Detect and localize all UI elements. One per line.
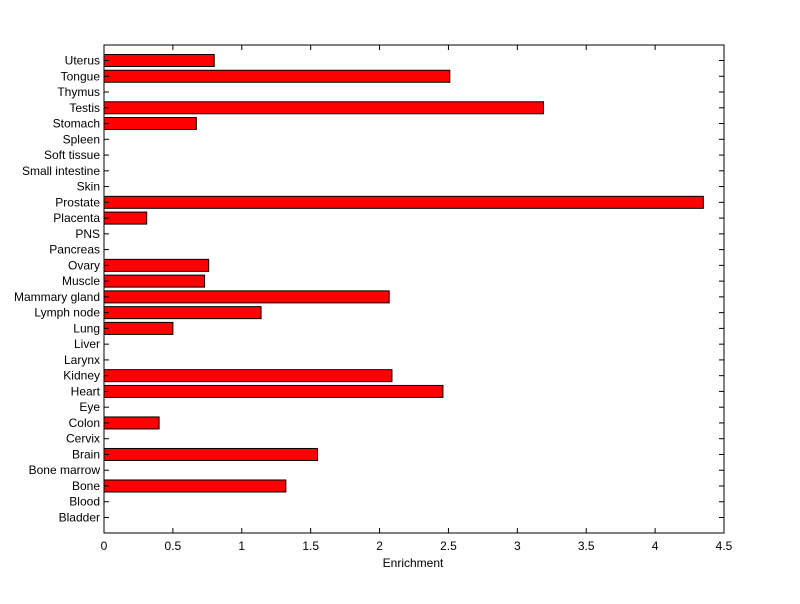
y-tick-label-brain: Brain bbox=[72, 447, 100, 461]
y-tick-label-bladder: Bladder bbox=[59, 511, 100, 525]
y-tick-label-stomach: Stomach bbox=[53, 117, 100, 131]
y-tick-label-spleen: Spleen bbox=[63, 132, 100, 146]
y-tick-label-lung: Lung bbox=[73, 321, 100, 335]
bar-bone bbox=[103, 479, 287, 493]
bar-kidney bbox=[103, 369, 393, 383]
y-tick-label-placenta: Placenta bbox=[53, 211, 100, 225]
x-tick-labels: 0 0.5 1 1.5 2 2.5 3 3.5 4 4.5 bbox=[101, 539, 733, 553]
y-tick-label-bone-marrow: Bone marrow bbox=[29, 463, 101, 477]
y-tick-label-testis: Testis bbox=[69, 101, 100, 115]
y-tick-label-pancreas: Pancreas bbox=[49, 243, 100, 257]
bar-testis bbox=[103, 101, 545, 115]
x-tick-label: 4.5 bbox=[716, 539, 733, 553]
bar-ovary bbox=[103, 258, 210, 272]
bar-prostate bbox=[103, 195, 704, 209]
y-tick-label-pns: PNS bbox=[75, 227, 100, 241]
y-tick-label-colon: Colon bbox=[69, 416, 100, 430]
y-tick-label-kidney: Kidney bbox=[63, 369, 100, 383]
x-tick-label: 2.5 bbox=[440, 539, 457, 553]
y-tick-label-tongue: Tongue bbox=[61, 69, 101, 83]
bar-heart bbox=[103, 384, 444, 398]
y-tick-label-eye: Eye bbox=[79, 400, 100, 414]
bar-colon bbox=[103, 416, 160, 430]
y-tick-label-heart: Heart bbox=[71, 384, 101, 398]
y-tick-label-cervix: Cervix bbox=[66, 432, 100, 446]
y-tick-label-soft-tissue: Soft tissue bbox=[44, 148, 100, 162]
y-tick-label-blood: Blood bbox=[69, 495, 100, 509]
bar-lymph-node bbox=[103, 306, 262, 320]
x-tick-label: 3 bbox=[514, 539, 521, 553]
y-tick-label-skin: Skin bbox=[77, 180, 100, 194]
bar-brain bbox=[103, 447, 319, 461]
bar-stomach bbox=[103, 117, 197, 131]
bar-placenta bbox=[103, 211, 148, 225]
x-tick-label: 0.5 bbox=[165, 539, 182, 553]
y-tick-label-larynx: Larynx bbox=[64, 353, 100, 367]
x-axis-label: Enrichment bbox=[383, 556, 444, 570]
plot-frame bbox=[103, 44, 725, 534]
bar-tongue bbox=[103, 69, 451, 83]
x-tick-label: 1.5 bbox=[302, 539, 319, 553]
bar-uterus bbox=[103, 54, 215, 67]
bar-mammary-gland bbox=[103, 290, 390, 304]
bar-lung bbox=[103, 321, 174, 335]
y-tick-label-uterus: Uterus bbox=[65, 54, 100, 68]
bar-muscle bbox=[103, 274, 206, 288]
x-tick-label: 1 bbox=[238, 539, 245, 553]
y-tick-label-ovary: Ovary bbox=[68, 258, 100, 272]
y-tick-label-liver: Liver bbox=[74, 337, 100, 351]
x-tick-label: 2 bbox=[376, 539, 383, 553]
y-tick-label-bone: Bone bbox=[72, 479, 100, 493]
x-tick-label: 3.5 bbox=[578, 539, 595, 553]
y-tick-label-thymus: Thymus bbox=[57, 85, 100, 99]
y-tick-label-prostate: Prostate bbox=[55, 195, 100, 209]
y-tick-label-small-intestine: Small intestine bbox=[22, 164, 100, 178]
x-tick-label: 0 bbox=[101, 539, 108, 553]
y-tick-label-mammary-gland: Mammary gland bbox=[14, 290, 100, 304]
x-tick-label: 4 bbox=[652, 539, 659, 553]
y-tick-label-lymph-node: Lymph node bbox=[34, 306, 100, 320]
ticks-group bbox=[103, 45, 725, 533]
y-tick-label-muscle: Muscle bbox=[62, 274, 100, 288]
